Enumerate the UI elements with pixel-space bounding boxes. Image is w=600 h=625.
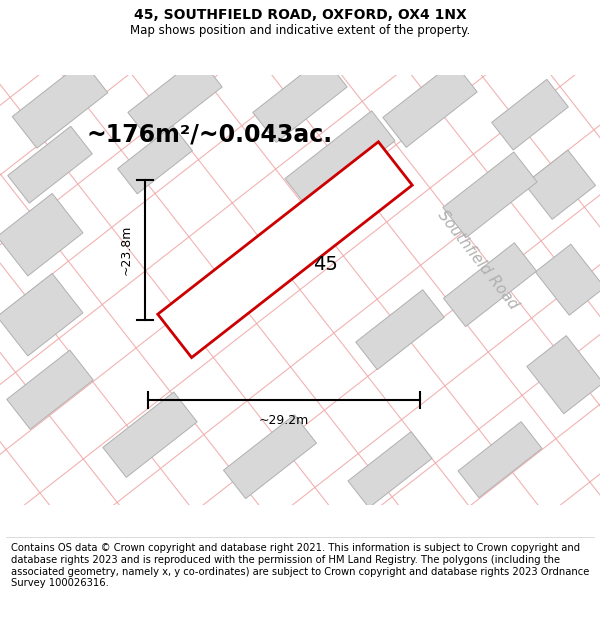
Polygon shape [383,62,477,148]
Polygon shape [103,392,197,478]
Polygon shape [118,126,193,194]
Polygon shape [356,290,444,369]
Polygon shape [223,415,317,499]
Polygon shape [535,244,600,315]
Text: ~29.2m: ~29.2m [259,414,309,427]
Polygon shape [458,422,542,498]
Polygon shape [527,336,600,414]
Polygon shape [443,242,536,327]
Polygon shape [524,150,596,219]
Text: Map shows position and indicative extent of the property.: Map shows position and indicative extent… [130,24,470,37]
Polygon shape [12,61,108,148]
Text: Southfield Road: Southfield Road [435,208,521,312]
Polygon shape [128,57,222,142]
Polygon shape [8,126,92,203]
Text: ~176m²/~0.043ac.: ~176m²/~0.043ac. [87,122,333,147]
Polygon shape [0,274,83,356]
Text: Contains OS data © Crown copyright and database right 2021. This information is : Contains OS data © Crown copyright and d… [11,543,589,588]
Polygon shape [443,152,537,238]
Text: 45: 45 [313,255,337,274]
Text: ~23.8m: ~23.8m [120,224,133,275]
Polygon shape [7,350,93,429]
Text: 45, SOUTHFIELD ROAD, OXFORD, OX4 1NX: 45, SOUTHFIELD ROAD, OXFORD, OX4 1NX [134,8,466,22]
Polygon shape [348,432,432,508]
Polygon shape [158,142,412,358]
Polygon shape [285,111,395,209]
Polygon shape [491,79,568,150]
Polygon shape [0,194,83,276]
Polygon shape [253,57,347,142]
